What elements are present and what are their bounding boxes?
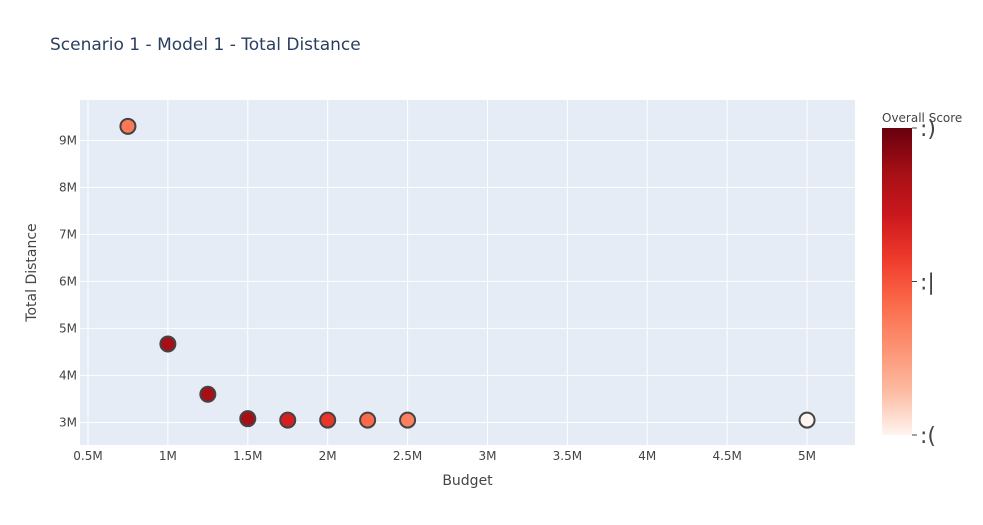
- colorbar-tick-label: :|: [920, 271, 935, 296]
- data-point: [359, 411, 377, 429]
- y-tick-label: 3M: [59, 415, 77, 429]
- y-tick-label: 7M: [59, 227, 77, 241]
- colorbar-title: Overall Score: [882, 111, 962, 125]
- x-tick-label: 3M: [478, 449, 496, 463]
- chart-title: Scenario 1 - Model 1 - Total Distance: [50, 35, 361, 55]
- x-axis-title: Budget: [442, 473, 493, 489]
- y-gridlines: [80, 139, 855, 423]
- y-tick-label: 4M: [59, 368, 77, 382]
- y-tick-label: 9M: [59, 133, 77, 147]
- x-tick-label: 2.5M: [393, 449, 422, 463]
- x-tick-label: 2M: [319, 449, 337, 463]
- x-tick-label: 4.5M: [712, 449, 741, 463]
- data-point: [199, 385, 217, 403]
- data-point: [798, 411, 816, 429]
- y-tick-label: 6M: [59, 274, 77, 288]
- data-points: [119, 117, 816, 429]
- x-tick-label: 5M: [798, 449, 816, 463]
- data-point: [239, 410, 257, 428]
- colorbar-gradient: [882, 128, 912, 435]
- x-tick-label: 1M: [159, 449, 177, 463]
- y-axis-ticks: 3M 4M 5M 6M 7M 8M 9M: [59, 133, 77, 429]
- x-tick-label: 3.5M: [553, 449, 582, 463]
- colorbar-ticks: :) :| :(: [912, 117, 936, 449]
- colorbar-tick-label: :(: [920, 424, 936, 449]
- y-axis-title: Total Distance: [24, 223, 40, 322]
- y-tick-label: 5M: [59, 321, 77, 335]
- x-gridlines: [87, 100, 808, 445]
- plot-area: [80, 100, 855, 445]
- x-tick-label: 4M: [638, 449, 656, 463]
- data-point: [159, 335, 177, 353]
- colorbar-tick-label: :): [920, 117, 936, 142]
- x-axis-ticks: 0.5M 1M 1.5M 2M 2.5M 3M 3.5M 4M 4.5M 5M: [73, 449, 816, 463]
- data-point: [319, 411, 337, 429]
- y-tick-label: 8M: [59, 180, 77, 194]
- colorbar: Overall Score :) :| :(: [882, 111, 962, 449]
- data-point: [279, 411, 297, 429]
- data-point: [399, 411, 417, 429]
- x-tick-label: 1.5M: [233, 449, 262, 463]
- x-tick-label: 0.5M: [73, 449, 102, 463]
- data-point: [119, 117, 137, 135]
